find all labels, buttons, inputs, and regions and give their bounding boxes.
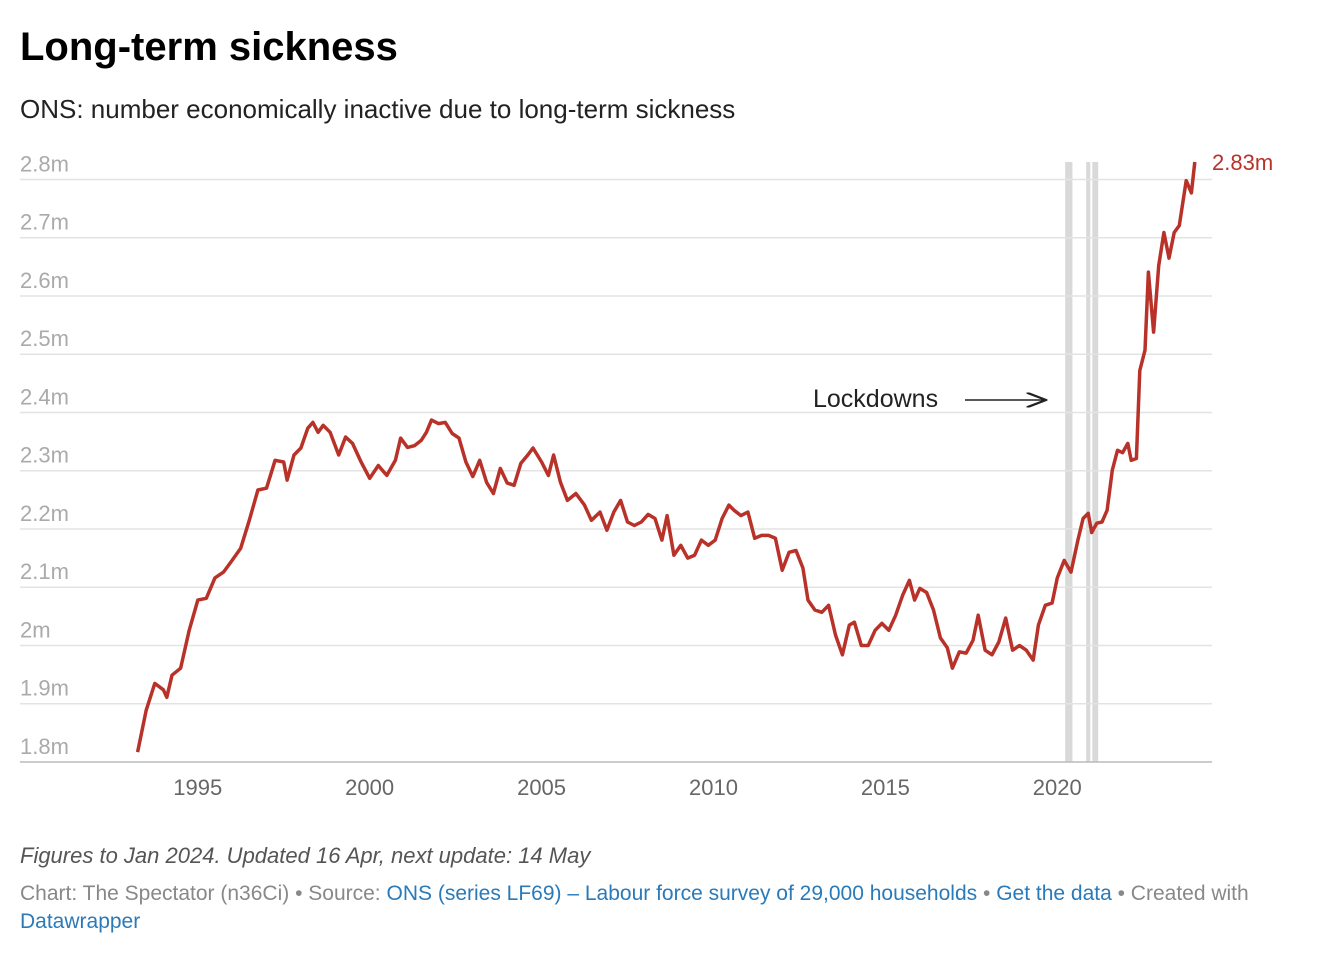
chart-title: Long-term sickness xyxy=(20,25,398,69)
y-tick-label: 2.7m xyxy=(20,210,69,235)
credit-link[interactable]: Datawrapper xyxy=(20,910,141,933)
x-tick-label: 2000 xyxy=(345,775,394,800)
y-tick-label: 1.8m xyxy=(20,734,69,759)
y-tick-label: 1.9m xyxy=(20,676,69,701)
y-tick-label: 2.4m xyxy=(20,384,69,409)
x-tick-label: 2020 xyxy=(1033,775,1082,800)
chart: Long-term sickness ONS: number economica… xyxy=(20,25,1273,800)
credits: Chart: The Spectator (n36Ci) • Source: O… xyxy=(20,880,1310,936)
end-label: 2.83m xyxy=(1212,150,1273,175)
annotation: Lockdowns xyxy=(813,385,938,413)
x-tick-label: 2010 xyxy=(689,775,738,800)
credit-text: Chart: The Spectator (n36Ci) • Source: xyxy=(20,882,381,905)
y-tick-label: 2.1m xyxy=(20,559,69,584)
credit-text: • xyxy=(982,882,991,905)
footnote: Figures to Jan 2024. Updated 16 Apr, nex… xyxy=(20,843,591,868)
credit-link[interactable]: Get the data xyxy=(996,882,1112,905)
x-tick-label: 2015 xyxy=(861,775,910,800)
chart-subtitle: ONS: number economically inactive due to… xyxy=(20,94,735,124)
y-tick-label: 2.8m xyxy=(20,151,69,176)
x-tick-label: 1995 xyxy=(173,775,222,800)
credit-link[interactable]: ONS (series LF69) – Labour force survey … xyxy=(386,882,978,905)
data-line xyxy=(135,161,1197,753)
y-tick-label: 2m xyxy=(20,617,51,642)
y-tick-label: 2.6m xyxy=(20,268,69,293)
x-tick-label: 2005 xyxy=(517,775,566,800)
lockdown-band xyxy=(1092,162,1099,762)
y-tick-label: 2.2m xyxy=(20,501,69,526)
y-tick-label: 2.3m xyxy=(20,443,69,468)
lockdown-band xyxy=(1086,162,1091,762)
y-tick-label: 2.5m xyxy=(20,326,69,351)
credit-text: • Created with xyxy=(1117,882,1249,905)
lockdown-band xyxy=(1065,162,1073,762)
